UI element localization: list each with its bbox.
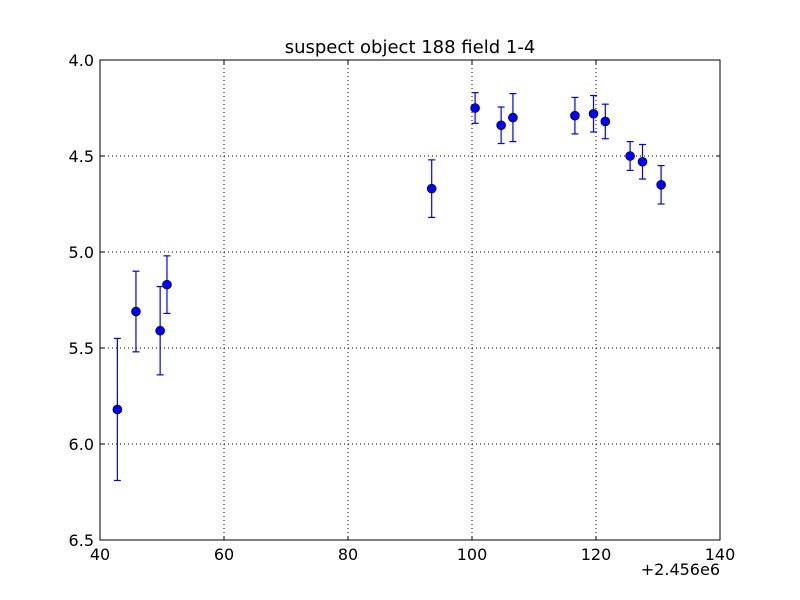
- data-point: [600, 116, 611, 127]
- data-point: [656, 180, 666, 190]
- x-tick-label: 120: [581, 545, 612, 564]
- x-tick-label: 40: [90, 545, 110, 564]
- data-point: [162, 279, 172, 290]
- data-point: [588, 108, 599, 119]
- data-point: [496, 120, 506, 131]
- y-axis: 4.0 4.5 5.0 5.5 6.0 6.5: [69, 51, 720, 550]
- y-tick-label: 6.5: [69, 531, 94, 550]
- data-point: [625, 151, 635, 161]
- x-tick-label: 140: [705, 545, 736, 564]
- data-point: [570, 110, 580, 121]
- y-tick-label: 6.0: [69, 435, 94, 454]
- data-point: [112, 404, 123, 415]
- data-point: [131, 306, 141, 317]
- data-point: [426, 183, 437, 194]
- x-offset-label: +2.456e6: [641, 560, 720, 579]
- data-point: [470, 103, 480, 113]
- x-tick-label: 80: [338, 545, 358, 564]
- y-tick-label: 5.0: [69, 243, 94, 262]
- x-tick-label: 60: [214, 545, 234, 564]
- data-marks: [112, 92, 666, 482]
- chart-title: suspect object 188 field 1-4: [285, 37, 536, 58]
- data-point: [155, 325, 165, 336]
- y-tick-label: 4.5: [69, 147, 94, 166]
- data-point: [637, 156, 648, 167]
- plot-area-frame: [99, 59, 721, 541]
- y-tick-label: 4.0: [69, 51, 94, 70]
- x-axis: 40 60 80 100 120 140: [90, 60, 735, 564]
- x-tick-label: 100: [457, 545, 488, 564]
- data-point: [508, 112, 518, 123]
- grid: [100, 60, 720, 540]
- y-tick-label: 5.5: [69, 339, 94, 358]
